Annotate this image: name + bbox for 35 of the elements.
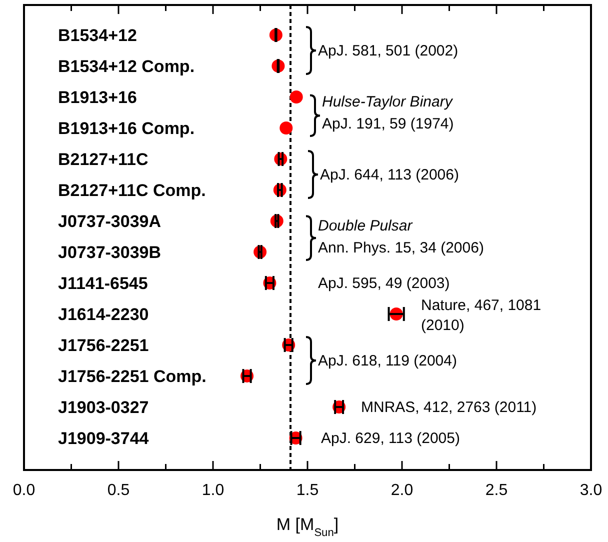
y-tick-label: J0737-3039B [58,243,162,262]
y-tick-label: J1909-3744 [58,429,150,448]
annotation: ApJ. 595, 49 (2003) [318,275,450,292]
y-tick-label: J1141-6545 [58,274,148,293]
annotation: ApJ. 644, 113 (2006) [320,166,459,184]
y-tick-label: B2127+11C [58,150,148,169]
x-tick-label: 0.0 [12,482,36,499]
x-tick-label: 3.0 [580,482,602,499]
annotation: Double Pulsar [318,218,414,234]
annotation: ApJ. 629, 113 (2005) [321,430,460,447]
x-tick-label: 1.0 [202,482,224,499]
y-tick-label: B1913+16 [58,88,137,107]
y-tick-label: J1614-2230 [58,305,149,324]
annotation: MNRAS, 412, 2763 (2011) [361,399,537,416]
point [280,122,293,134]
y-tick-label: J1756-2251 [58,336,149,355]
y-tick-label: J0737-3039A [58,212,162,231]
y-tick-label: J1903-0327 [58,398,149,417]
annotation: ApJ. 581, 501 (2002) [318,42,458,60]
annotation: Ann. Phys. 15, 34 (2006) [318,240,484,256]
y-tick-label: B1913+16 Comp. [58,119,195,138]
annotation: Nature, 467, 1081 (2010) [421,297,542,334]
point [290,90,303,104]
x-tick-label: 1.5 [296,482,319,499]
annotation: ApJ. 618, 119 (2004) [318,352,457,370]
y-tick-label: J1756-2251 Comp. [58,367,206,386]
x-tick-label: 0.5 [107,482,130,499]
x-tick-label: 2.5 [485,482,508,499]
y-tick-label: B1534+12 Comp. [58,57,195,76]
x-tick-label: 2.0 [390,482,414,499]
annotation: Hulse-Taylor Binary [322,94,454,110]
annotation: ApJ. 191, 59 (1974) [322,116,454,132]
y-tick-label: B1534+12 [58,26,137,45]
x-axis-title: M [M$_{Sun}$] [276,515,339,539]
y-tick-label: B2127+11C Comp. [58,181,206,200]
